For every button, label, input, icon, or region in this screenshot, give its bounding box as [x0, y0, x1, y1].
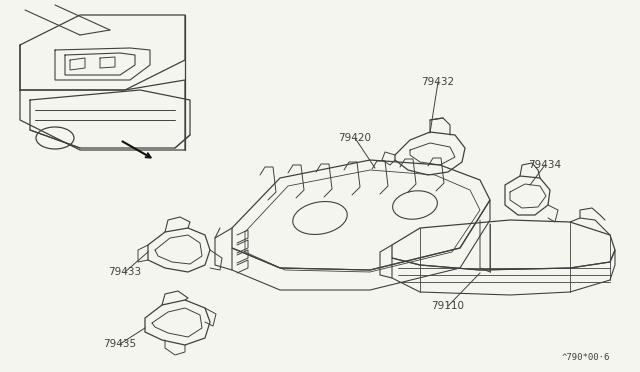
Text: 79110: 79110: [431, 301, 465, 311]
Text: ^790*00·6: ^790*00·6: [562, 353, 610, 362]
Text: 79433: 79433: [108, 267, 141, 277]
Text: 79435: 79435: [104, 339, 136, 349]
Text: 79434: 79434: [529, 160, 561, 170]
Text: 79432: 79432: [421, 77, 454, 87]
Text: 79420: 79420: [339, 133, 371, 143]
